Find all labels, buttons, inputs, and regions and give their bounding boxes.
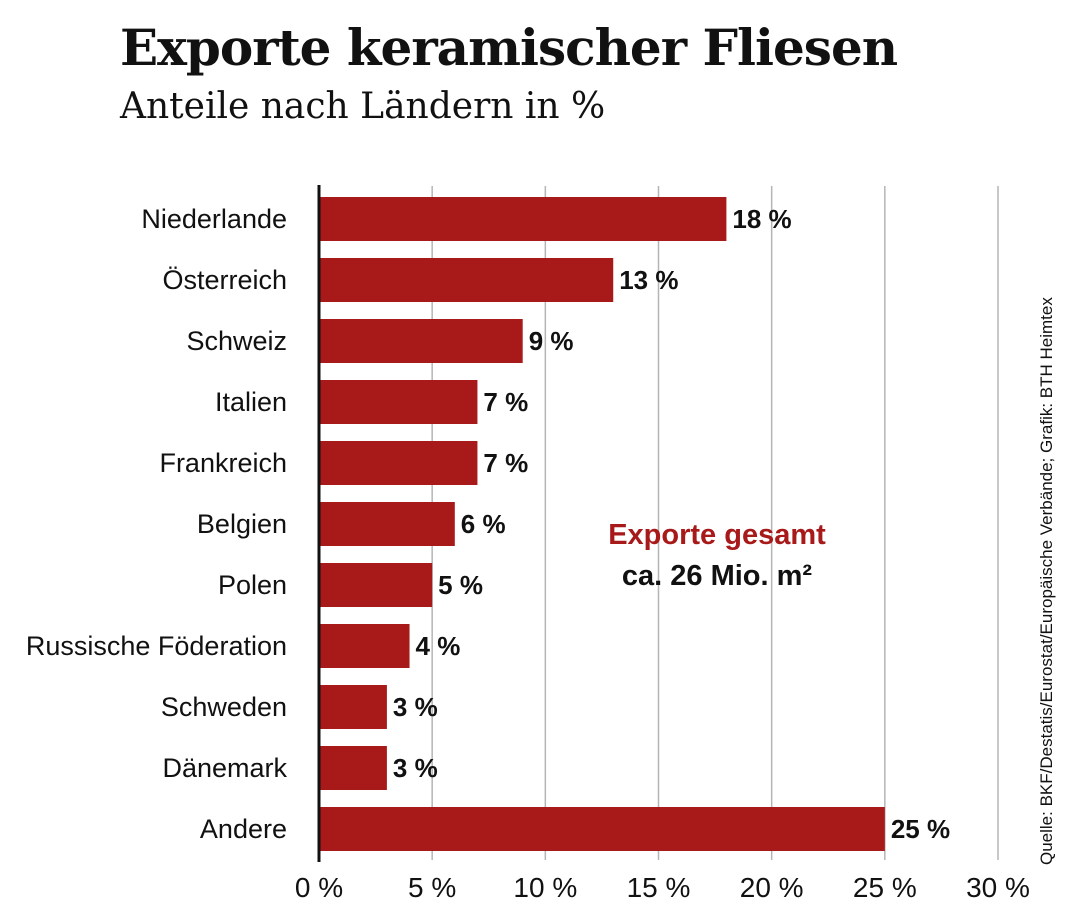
data-label: 7 % [483,448,528,478]
category-label: Russische Föderation [26,631,287,661]
data-label: 6 % [461,509,506,539]
x-tick-label: 5 % [408,872,456,903]
bar [319,807,885,851]
source-note: Quelle: BKF/Destatis/Eurostat/Europäisch… [1037,297,1056,865]
x-tick-label: 30 % [966,872,1030,903]
category-label: Österreich [162,265,287,295]
category-label: Polen [218,570,287,600]
bar [319,319,523,363]
bar [319,685,387,729]
category-label: Dänemark [162,753,287,783]
chart-subtitle: Anteile nach Ländern in % [120,86,606,127]
bar [319,746,387,790]
category-label: Frankreich [159,448,287,478]
data-label: 18 % [732,204,791,234]
bar [319,380,478,424]
bar [319,624,410,668]
bar [319,258,614,302]
data-label: 13 % [619,265,678,295]
x-tick-label: 25 % [853,872,917,903]
category-label: Belgien [197,509,287,539]
category-label: Italien [215,387,287,417]
bar [319,441,478,485]
x-tick-label: 0 % [295,872,343,903]
data-label: 3 % [393,692,438,722]
data-label: 3 % [393,753,438,783]
x-tick-label: 10 % [513,872,577,903]
annotation-total-value: ca. 26 Mio. m² [622,560,813,592]
bar [319,502,455,546]
bar [319,563,433,607]
bar [319,197,727,241]
data-label: 25 % [891,814,950,844]
category-label: Schweden [161,692,287,722]
data-label: 7 % [483,387,528,417]
chart-title: Exporte keramischer Fliesen [120,18,898,77]
data-label: 9 % [529,326,574,356]
x-tick-label: 15 % [627,872,691,903]
category-label: Andere [200,814,287,844]
category-label: Schweiz [186,326,287,356]
x-tick-label: 20 % [740,872,804,903]
data-label: 5 % [438,570,483,600]
annotation-total-title: Exporte gesamt [608,519,826,551]
data-label: 4 % [416,631,461,661]
category-label: Niederlande [141,204,287,234]
